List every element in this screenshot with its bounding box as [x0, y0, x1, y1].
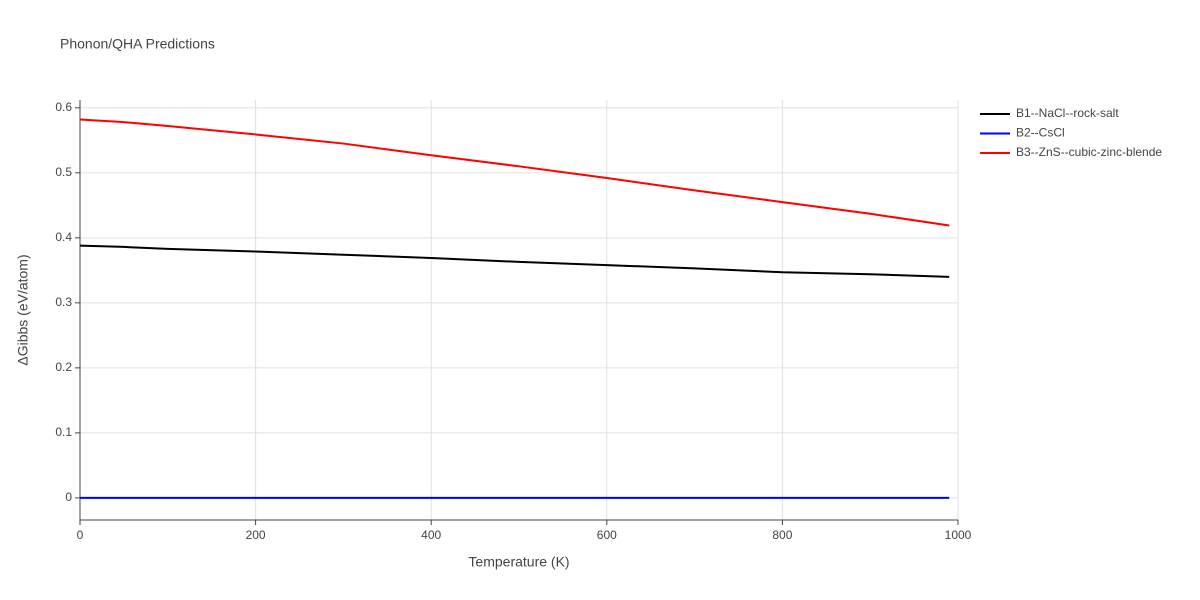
y-tick-label: 0.5 [55, 165, 72, 179]
x-tick-label: 400 [421, 528, 441, 542]
y-tick-label: 0.1 [55, 425, 72, 439]
chart-title: Phonon/QHA Predictions [60, 36, 215, 52]
y-tick-label: 0.2 [55, 360, 72, 374]
x-tick-label: 200 [246, 528, 266, 542]
legend-label: B1--NaCl--rock-salt [1016, 106, 1119, 120]
y-axis-label: ΔGibbs (eV/atom) [15, 254, 31, 365]
x-tick-label: 1000 [945, 528, 972, 542]
y-tick-label: 0.3 [55, 295, 72, 309]
x-tick-label: 0 [77, 528, 84, 542]
y-tick-label: 0.6 [55, 100, 72, 114]
y-tick-label: 0 [65, 490, 72, 504]
y-tick-label: 0.4 [55, 230, 72, 244]
line-series [79, 244, 950, 278]
x-axis-label: Temperature (K) [468, 554, 569, 570]
line-series [79, 118, 950, 227]
x-tick-label: 600 [597, 528, 617, 542]
legend-label: B3--ZnS--cubic-zinc-blende [1016, 145, 1162, 159]
x-tick-label: 800 [772, 528, 792, 542]
legend-label: B2--CsCl [1016, 126, 1065, 140]
